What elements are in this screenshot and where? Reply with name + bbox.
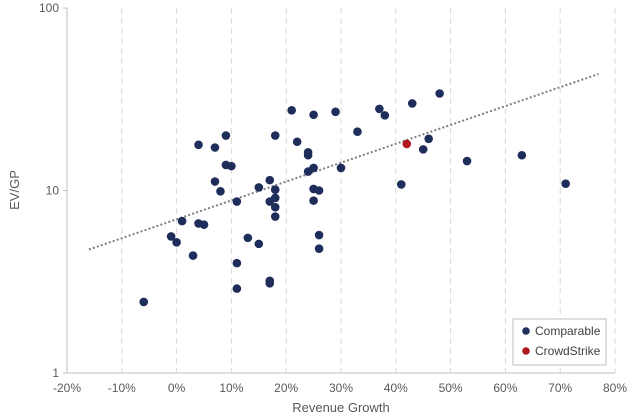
trendline-layer <box>88 73 599 251</box>
x-axis-title: Revenue Growth <box>292 400 390 415</box>
data-point-comparable <box>232 284 242 293</box>
data-point-comparable <box>270 202 280 212</box>
data-point-comparable <box>418 145 428 154</box>
data-points-layer <box>139 89 570 307</box>
x-tick-label: 50% <box>439 381 463 395</box>
legend-marker-comparable <box>522 327 530 335</box>
plot-area <box>63 7 616 374</box>
data-point-comparable <box>314 244 324 253</box>
data-point-comparable <box>353 127 362 136</box>
data-point-comparable <box>139 297 149 307</box>
trendline <box>88 73 599 251</box>
data-point-comparable <box>309 196 318 205</box>
data-point-comparable <box>216 186 225 196</box>
data-point-comparable <box>172 238 181 247</box>
data-point-comparable <box>314 230 324 240</box>
data-point-comparable <box>243 233 253 243</box>
data-point-comparable <box>227 161 236 171</box>
data-point-comparable <box>424 134 433 144</box>
x-tick-label: 70% <box>548 381 572 395</box>
data-point-comparable <box>177 216 187 226</box>
data-point-comparable <box>254 239 264 249</box>
y-axis-title: EV/GP <box>7 170 22 210</box>
data-point-comparable <box>407 99 417 108</box>
x-tick-label: 60% <box>493 381 517 395</box>
data-point-comparable <box>561 179 570 188</box>
legend-box <box>512 318 607 366</box>
data-point-comparable <box>380 111 390 120</box>
x-tick-labels: -20% -10% 0% 10% 20% 30% 40% 50% 60% 70% 80% <box>53 381 627 395</box>
data-point-comparable <box>309 110 318 120</box>
data-point-comparable <box>314 186 324 195</box>
data-point-comparable <box>232 197 242 206</box>
data-point-comparable <box>396 180 406 189</box>
data-point-comparable <box>188 251 198 260</box>
data-point-comparable <box>166 232 176 241</box>
data-point-comparable <box>232 258 242 268</box>
data-point-comparable <box>270 212 280 221</box>
data-point-comparable <box>462 156 472 166</box>
data-point-crowdstrike <box>402 139 412 149</box>
data-point-comparable <box>270 193 280 203</box>
data-point-comparable <box>287 106 296 115</box>
data-point-comparable <box>221 131 231 140</box>
x-tick-label: 0% <box>168 381 186 395</box>
data-point-comparable <box>309 163 318 173</box>
y-tick-label: 100 <box>39 1 59 15</box>
data-point-comparable <box>254 183 264 192</box>
x-tick-label: 30% <box>329 381 353 395</box>
data-point-comparable <box>210 177 220 186</box>
data-point-comparable <box>265 279 275 288</box>
x-tick-label: 40% <box>384 381 408 395</box>
gridlines <box>63 7 616 374</box>
data-point-comparable <box>265 175 275 185</box>
data-point-comparable <box>517 150 527 160</box>
legend-label-crowdstrike: CrowdStrike <box>535 344 601 358</box>
data-point-comparable <box>303 150 313 160</box>
data-point-comparable <box>292 137 302 147</box>
y-tick-label: 10 <box>46 184 60 198</box>
x-tick-label: -20% <box>53 381 81 395</box>
y-tick-labels: 1 10 100 <box>39 1 59 380</box>
data-point-comparable <box>270 131 280 140</box>
data-point-comparable <box>210 143 220 152</box>
data-point-comparable <box>270 185 280 195</box>
x-tick-label: 20% <box>274 381 298 395</box>
legend-marker-crowdstrike <box>522 347 530 355</box>
data-point-comparable <box>435 89 444 98</box>
data-point-comparable <box>375 104 384 114</box>
data-point-comparable <box>331 107 340 117</box>
data-point-comparable <box>336 163 346 173</box>
data-point-comparable <box>199 220 209 229</box>
x-tick-label: 80% <box>603 381 627 395</box>
x-tick-label: -10% <box>108 381 136 395</box>
legend: Comparable CrowdStrike <box>512 318 607 366</box>
x-tick-label: 10% <box>219 381 243 395</box>
legend-label-comparable: Comparable <box>535 324 601 338</box>
data-point-comparable <box>194 140 203 150</box>
y-tick-label: 1 <box>52 366 59 380</box>
